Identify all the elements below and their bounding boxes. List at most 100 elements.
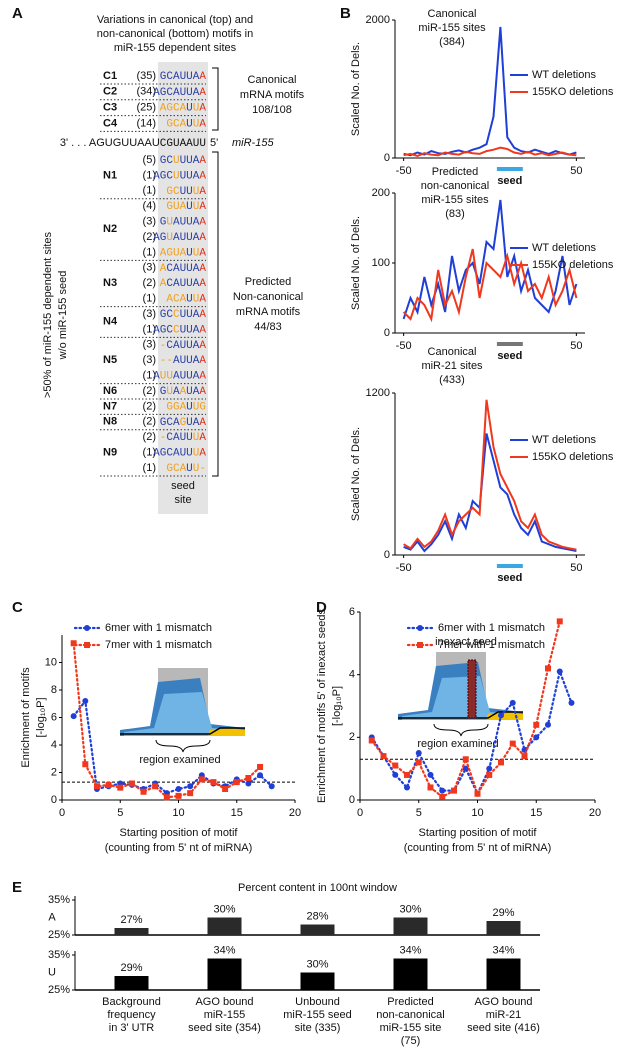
y-tick-label: 200 [372,187,390,199]
marker [163,794,170,801]
marker [404,771,410,778]
x-axis-label: (counting from 5' nt of miRNA) [105,842,253,854]
y-tick-label: 4 [51,739,57,751]
motif-count: (2) [143,385,156,397]
y-axis-label: Scaled No. of Dels. [350,42,362,136]
x-tick-label: 5 [416,807,422,819]
x-tick-label: site (335) [295,1022,341,1034]
y-tick-label: 8 [51,684,57,696]
motif-count: (3) [143,308,156,320]
marker [70,640,77,647]
motif: GUAUUA [166,201,206,213]
marker [439,793,446,800]
marker [257,764,264,770]
marker [474,790,481,797]
y-axis-label: [-log₁₀P] [331,686,343,726]
side-note: w/o miR-155 seed [57,271,69,361]
marker [451,787,457,794]
value-label: 29% [492,907,514,919]
motif: AGCUUUAA [153,170,206,182]
motif-label: N6 [103,385,117,397]
panel-label: E [12,879,22,896]
motif-count: (3) [143,216,156,228]
x-tick-label: (75) [401,1035,421,1047]
x-tick-label: seed site (416) [467,1022,540,1034]
y-tick-label: 0 [384,152,390,164]
marker [509,740,516,747]
marker [427,784,434,791]
motif-label: N7 [103,400,117,412]
marker [128,780,135,787]
motif-count: (2) [143,431,156,443]
legend-label: WT deletions [532,242,596,254]
chart-title: Predicted [432,166,478,178]
series-line [403,26,577,157]
panel-a-title: Variations in canonical (top) and [97,14,253,26]
motif-count: (14) [136,117,156,129]
motif: -CAUUUA [160,432,207,444]
motif: GCCUUAA [160,309,207,321]
marker [198,776,205,783]
side-note: >50% of miR-155 dependent sites [42,231,54,398]
chart-title: (384) [439,36,465,48]
marker [152,783,159,790]
legend-label: 155KO deletions [532,259,614,271]
seed-site-label: seed [171,480,195,492]
inset-label: region examined [417,738,498,750]
motif: AUUAUUAA [153,371,206,383]
x-tick-label: 10 [471,807,483,819]
x-tick-label: miR-155 seed [283,1009,351,1021]
x-tick-label: 20 [289,807,301,819]
legend-label: 155KO deletions [532,451,614,463]
motif: GGAUUG [166,401,206,413]
motif-label: N4 [103,316,118,328]
motif-count: (5) [143,154,156,166]
motif-count: (4) [143,200,156,212]
x-axis-label: Starting position of motif [119,827,238,839]
motif: AGCAUUAA [153,87,206,99]
series-line [403,399,577,551]
y-axis-label: Scaled No. of Dels. [350,427,362,521]
chart-title: miR-21 sites [421,360,483,372]
chart-title: Percent content in 100nt window [238,882,397,894]
bracket-note: mRNA motifs [236,306,301,318]
marker [533,734,540,741]
marker [187,783,194,790]
bracket-note: mRNA motifs [240,89,305,101]
marker [545,665,551,672]
y-tick-label: 35% [48,949,70,961]
motif-count: (1) [143,246,156,258]
inset-seed [467,659,477,719]
legend-marker [84,625,90,631]
x-axis-label: Starting position of motif [418,827,537,839]
seed-label: seed [497,350,522,362]
x-tick-label: 15 [231,807,243,819]
motif-count: (3) [143,354,156,366]
marker [509,699,516,706]
marker [404,784,410,791]
motif-count: (1) [143,169,156,181]
marker [82,698,89,704]
value-label: 28% [306,910,328,922]
x-tick-label: AGO bound [195,996,253,1008]
series-line [370,620,561,799]
x-tick-label: in 3' UTR [109,1022,155,1034]
x-tick-label: miR-155 site [380,1022,442,1034]
bar [486,921,521,935]
x-tick-label: 10 [172,807,184,819]
motif: GUAAUAA [160,386,207,398]
motif-label: C1 [103,70,117,82]
marker [392,771,399,778]
chart-title: miR-155 sites [418,22,486,34]
inset-outline [120,727,245,735]
seed-bar [496,167,523,171]
value-label: 27% [120,914,142,926]
chart-title: Canonical [428,8,477,20]
motif: ACAUUAA [160,263,207,275]
x-axis-label: (counting from 5' nt of miRNA) [404,842,552,854]
mirna-suffix: U [199,138,206,150]
bar [300,924,335,935]
value-label: 29% [120,962,142,974]
marker [498,759,504,766]
mirna-prefix: 3' . . . AGUGUUAAU [60,137,160,149]
